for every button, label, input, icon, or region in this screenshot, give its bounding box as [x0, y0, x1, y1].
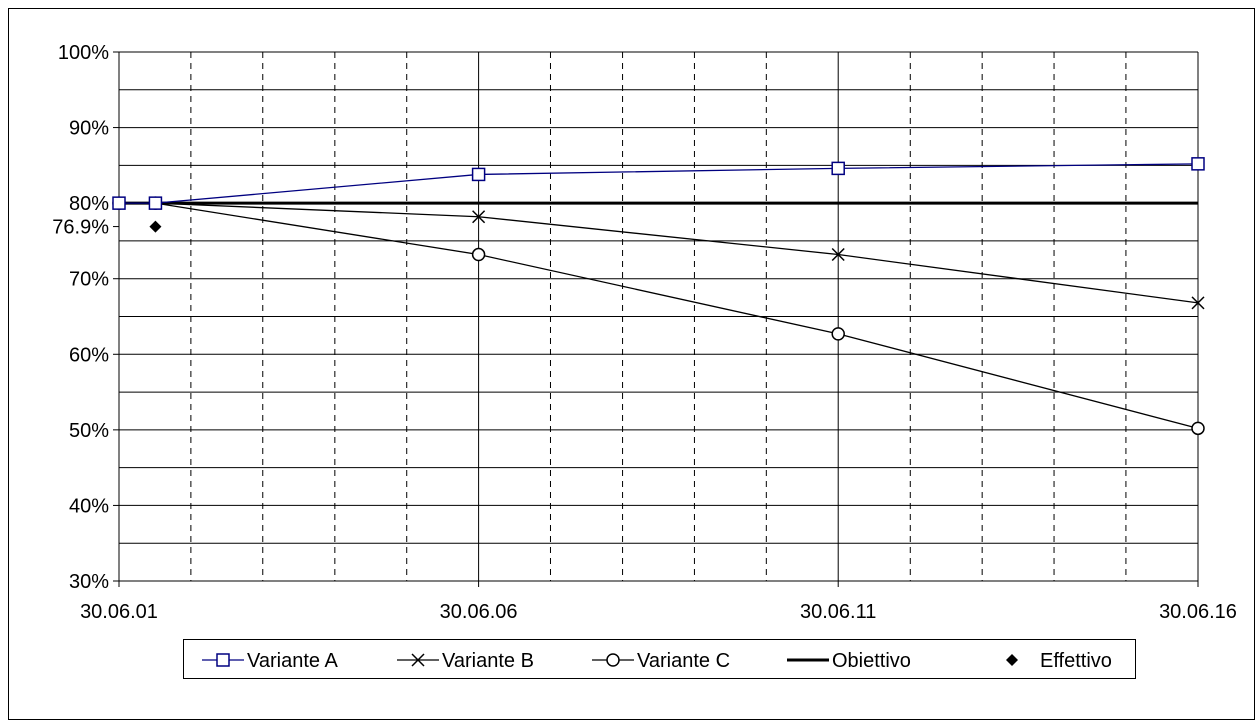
- legend-entries: Variante A Variante B Variante C Obiettivo E…: [202, 650, 1112, 672]
- x-marker: [472, 210, 486, 224]
- legend-label: Variante B: [442, 650, 534, 672]
- series-variante-a: [112, 157, 1205, 210]
- legend-label: Effettivo: [1040, 650, 1112, 672]
- legend-entry-variante-c: Variante C: [592, 650, 730, 672]
- series-line: [119, 202, 1199, 304]
- series-variante-b: [112, 196, 1205, 310]
- grid: [119, 51, 1199, 581]
- y-tick-label: 90%: [69, 118, 109, 140]
- square-marker: [471, 167, 486, 182]
- square-marker: [112, 196, 126, 210]
- y-tick-label: 76.9%: [52, 217, 109, 239]
- legend-entry-effettivo: Effettivo: [1006, 650, 1112, 672]
- square-marker: [216, 653, 230, 667]
- legend-label: Variante A: [247, 650, 338, 672]
- chart-frame: [8, 8, 1255, 720]
- series: [112, 157, 1205, 436]
- y-tick-label: 40%: [69, 495, 109, 517]
- series-effettivo: [149, 220, 162, 233]
- diamond-marker: [149, 220, 162, 233]
- x-marker: [831, 248, 845, 262]
- x-tick-label: 30.06.06: [440, 601, 518, 623]
- legend-entry-variante-a: Variante A: [202, 650, 338, 672]
- x-tick-label: 30.06.16: [1159, 601, 1237, 623]
- square-marker: [831, 161, 845, 176]
- circle-marker: [606, 653, 620, 667]
- y-tick-label: 80%: [69, 193, 109, 215]
- square-marker: [1191, 157, 1205, 171]
- legend-label: Obiettivo: [832, 650, 911, 672]
- series-line: [119, 202, 1199, 429]
- axes: [113, 51, 1199, 587]
- series-variante-c: [112, 196, 1205, 436]
- diamond-marker: [1006, 654, 1018, 666]
- x-marker: [411, 653, 425, 667]
- y-tick-label: 30%: [69, 571, 109, 593]
- legend-entry-variante-b: Variante B: [397, 650, 534, 672]
- x-marker: [1191, 296, 1205, 310]
- legend: Variante A Variante B Variante C Obiettivo E…: [183, 639, 1136, 679]
- x-tick-label: 30.06.11: [800, 601, 876, 623]
- circle-marker: [1191, 421, 1205, 436]
- y-tick-label: 70%: [69, 269, 109, 291]
- square-marker: [148, 196, 163, 210]
- y-tick-label: 100%: [58, 42, 109, 64]
- y-tick-label: 50%: [69, 420, 109, 442]
- series-line: [119, 163, 1199, 204]
- tick-labels: 100% 90% 80%76.9% 70% 60% 50% 40% 30% 30.06.01 30…: [52, 42, 1237, 623]
- x-tick-label: 30.06.01: [80, 601, 158, 623]
- legend-label: Variante C: [637, 650, 730, 672]
- y-tick-label: 60%: [69, 344, 109, 366]
- circle-marker: [471, 247, 486, 262]
- circle-marker: [831, 327, 845, 341]
- legend-entry-obiettivo: Obiettivo: [787, 650, 911, 672]
